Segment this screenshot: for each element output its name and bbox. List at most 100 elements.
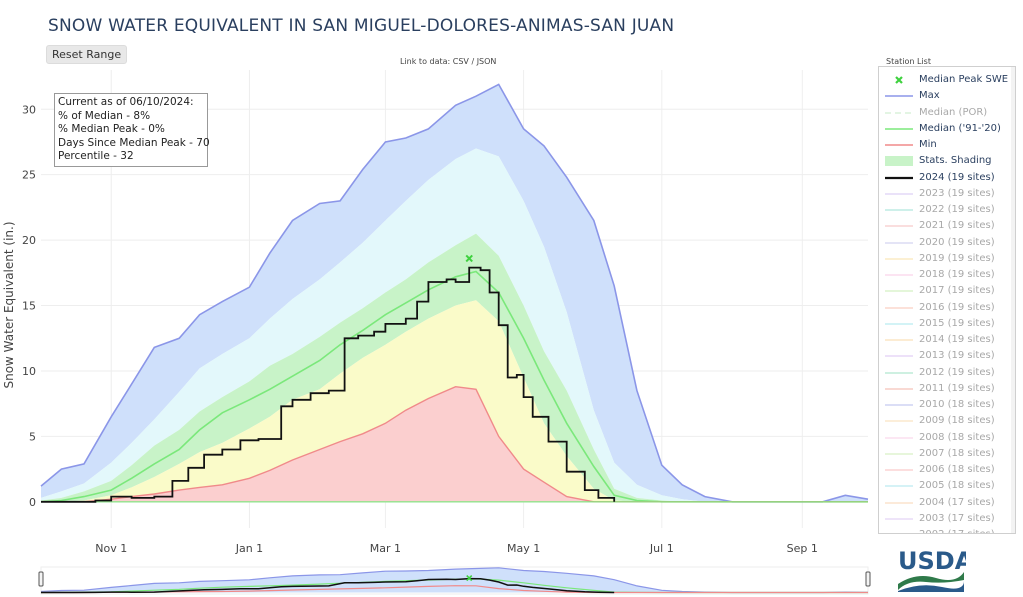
legend-symbol — [885, 420, 913, 423]
legend-label: 2004 (17 sites) — [919, 496, 995, 508]
y-axis-title: Snow Water Equivalent (in.) — [2, 221, 16, 388]
status-line-pct-median: % of Median - 8% — [58, 109, 151, 122]
legend-symbol — [885, 436, 913, 439]
legend-symbol — [885, 355, 913, 358]
range-slider[interactable] — [38, 566, 871, 595]
legend-item[interactable]: 2010 (18 sites) — [879, 397, 1015, 413]
usda-logo-text: USDA — [898, 547, 966, 575]
range-handle-left[interactable] — [38, 571, 44, 587]
legend-label: 2023 (19 sites) — [919, 187, 995, 199]
x-tick-label: Jul 1 — [649, 542, 674, 555]
legend-label: 2006 (18 sites) — [919, 464, 995, 475]
data-link-separator: / — [468, 57, 477, 66]
legend-item[interactable]: Median ('91-'20) — [879, 121, 1015, 137]
legend-symbol — [885, 111, 913, 114]
x-tick-label: Mar 1 — [370, 542, 401, 555]
legend-item[interactable]: Min — [879, 137, 1015, 153]
legend-symbol — [885, 452, 913, 455]
legend-item[interactable]: Median Peak SWE — [879, 72, 1015, 88]
legend-item[interactable]: 2019 (19 sites) — [879, 251, 1015, 267]
legend-item[interactable]: 2013 (19 sites) — [879, 348, 1015, 364]
legend-label: 2022 (19 sites) — [919, 204, 995, 215]
x-tick-label: Nov 1 — [95, 542, 127, 555]
legend-label: Median Peak SWE — [919, 74, 1009, 85]
legend-symbol — [885, 144, 913, 146]
legend-band — [885, 156, 913, 167]
legend-item[interactable]: 2004 (17 sites) — [879, 495, 1015, 511]
legend-label: Median ('91-'20) — [919, 122, 1001, 134]
legend-label: Median (POR) — [919, 106, 988, 118]
legend-symbol — [885, 257, 913, 260]
legend-symbol — [885, 156, 913, 167]
legend-item[interactable]: 2015 (19 sites) — [879, 316, 1015, 332]
legend-symbol — [885, 387, 913, 390]
legend-label: 2008 (18 sites) — [919, 431, 995, 443]
legend-item[interactable]: Max — [879, 88, 1015, 104]
legend-item[interactable]: 2021 (19 sites) — [879, 218, 1015, 234]
legend-label: 2010 (18 sites) — [919, 399, 995, 410]
legend-label: Stats. Shading — [919, 155, 992, 167]
legend-item[interactable]: 2020 (19 sites) — [879, 235, 1015, 251]
legend-symbol — [885, 306, 913, 309]
legend-symbol — [895, 76, 903, 84]
legend-label: 2017 (19 sites) — [919, 285, 995, 297]
legend-item[interactable]: 2009 (18 sites) — [879, 413, 1015, 429]
y-tick-label: 20 — [22, 234, 36, 247]
legend-label: 2009 (18 sites) — [919, 415, 995, 427]
legend-symbol — [885, 339, 913, 341]
json-link[interactable]: JSON — [476, 57, 497, 66]
legend-item[interactable]: Median (POR) — [879, 105, 1015, 121]
legend-label: 2007 (18 sites) — [919, 447, 995, 459]
legend-item[interactable]: 2022 (19 sites) — [879, 202, 1015, 218]
legend-item[interactable]: 2018 (19 sites) — [879, 267, 1015, 283]
legend-symbol — [885, 290, 913, 293]
band-upper-mid — [41, 233, 868, 502]
legend-item[interactable]: 2006 (18 sites) — [879, 462, 1015, 478]
legend-scrollbar[interactable] — [1011, 67, 1015, 533]
legend-item[interactable]: 2011 (19 sites) — [879, 381, 1015, 397]
status-line-days-since-peak: Days Since Median Peak - 70 — [58, 136, 210, 149]
range-slider-peak — [466, 575, 473, 582]
legend-label: 2014 (19 sites) — [919, 334, 995, 345]
legend-label: 2013 (19 sites) — [919, 350, 995, 362]
legend-symbol — [885, 404, 913, 406]
legend-item[interactable]: 2005 (18 sites) — [879, 478, 1015, 494]
legend-item[interactable]: 2007 (18 sites) — [879, 446, 1015, 462]
page-title: SNOW WATER EQUIVALENT IN SAN MIGUEL-DOLO… — [48, 16, 675, 36]
usda-logo: USDA — [898, 547, 966, 592]
legend-item[interactable]: 2017 (19 sites) — [879, 283, 1015, 299]
status-line-date: Current as of 06/10/2024: — [58, 96, 194, 108]
reset-range-button[interactable]: Reset Range — [46, 45, 128, 64]
legend-label: 2005 (18 sites) — [919, 480, 995, 492]
legend-label: 2018 (19 sites) — [919, 269, 995, 280]
y-tick-label: 30 — [22, 103, 36, 116]
legend-item[interactable]: 2002 (17 sites) — [879, 527, 1015, 533]
legend-item[interactable]: 2008 (18 sites) — [879, 430, 1015, 446]
legend-symbol — [885, 274, 913, 276]
legend-symbol — [885, 209, 913, 211]
legend-label: 2011 (19 sites) — [919, 382, 995, 394]
legend-item[interactable]: 2016 (19 sites) — [879, 300, 1015, 316]
legend-item[interactable]: 2012 (19 sites) — [879, 365, 1015, 381]
y-tick-label: 15 — [22, 300, 36, 313]
current-year-line — [41, 266, 616, 503]
legend[interactable]: Median Peak SWE Max Median (POR) Median ('9… — [878, 66, 1016, 534]
axes: 0 5 10 15 20 25 30 Nov 1 Jan 1 Mar 1 May 1 Jul 1 Sep… — [22, 103, 818, 555]
range-handle-right[interactable] — [865, 571, 871, 587]
legend-label: 2015 (19 sites) — [919, 317, 995, 329]
legend-item[interactable]: Stats. Shading — [879, 153, 1015, 169]
band-lower — [41, 300, 868, 502]
data-link-prefix: Link to data: — [400, 57, 453, 66]
legend-item[interactable]: 2014 (19 sites) — [879, 332, 1015, 348]
legend-item[interactable]: 2003 (17 sites) — [879, 511, 1015, 527]
data-link: Link to data: CSV / JSON — [400, 57, 496, 66]
stats-shading — [41, 84, 868, 502]
legend-symbol — [885, 241, 913, 244]
legend-item[interactable]: 2024 (19 sites) — [879, 170, 1015, 186]
legend-symbol — [885, 322, 913, 325]
usda-logo-hill-2 — [898, 581, 964, 592]
legend-item[interactable]: 2023 (19 sites) — [879, 186, 1015, 202]
legend-symbol — [885, 192, 913, 195]
csv-link[interactable]: CSV — [452, 57, 469, 66]
